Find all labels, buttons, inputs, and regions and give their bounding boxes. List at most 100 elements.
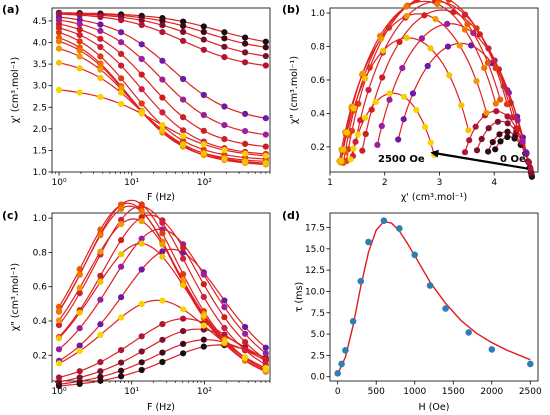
panel-c-data-point bbox=[180, 350, 187, 357]
panel-c-ytick-label: 0.8 bbox=[33, 248, 48, 258]
panel-c-data-point bbox=[159, 349, 166, 356]
panel-d-ytick-label: 0.0 bbox=[311, 373, 326, 383]
panel-a-data-point bbox=[55, 29, 63, 36]
panel-c-data-point bbox=[97, 368, 104, 375]
panel-b-data-point bbox=[385, 24, 393, 31]
panel-a-data-point bbox=[76, 26, 83, 33]
panel-c-data-point bbox=[262, 350, 269, 357]
panel-a-data-point bbox=[55, 59, 63, 66]
panel-c-data-point bbox=[55, 322, 63, 329]
panel-a-data-point bbox=[180, 37, 187, 45]
panel-a-data-point bbox=[200, 91, 207, 99]
panel-b-data-point bbox=[395, 136, 402, 143]
panel-c-fit-line-14 bbox=[58, 299, 267, 369]
panel-a-data-point bbox=[159, 121, 166, 129]
panel-a-ytick-label: 3.0 bbox=[33, 82, 48, 92]
panel-c-data-point bbox=[97, 359, 104, 366]
panel-a-data-point bbox=[138, 17, 145, 24]
panel-c-marks bbox=[55, 199, 269, 389]
panel-a-data-point bbox=[262, 131, 269, 138]
panel-c-data-point bbox=[242, 347, 249, 354]
panel-c-data-point bbox=[138, 359, 145, 366]
panel-b-data-point bbox=[400, 116, 407, 123]
panel-c-xtick-label: 10² bbox=[197, 387, 212, 397]
panel-c-data-point bbox=[200, 293, 207, 301]
panel-d-data-point bbox=[338, 360, 345, 368]
panel-a-data-point bbox=[242, 140, 249, 147]
panel-a-data-point bbox=[97, 66, 104, 73]
panel-c-data-point bbox=[180, 271, 187, 278]
panel-b-data-point bbox=[492, 146, 499, 153]
panel-c-data-point bbox=[118, 347, 125, 354]
panel-c-data-point bbox=[200, 312, 207, 319]
panel-b-data-point bbox=[362, 130, 369, 138]
panel-a-data-point bbox=[221, 136, 228, 143]
panel-b-data-point bbox=[509, 114, 516, 121]
panel-c-data-point bbox=[180, 277, 187, 284]
panel-d-data-point bbox=[527, 360, 534, 368]
panel-a-data-point bbox=[180, 132, 187, 139]
panel-a-data-point bbox=[159, 109, 166, 116]
panel-c-ytick-label: 0.4 bbox=[33, 317, 48, 327]
panel-c-data-point bbox=[97, 272, 104, 279]
panel-a: 10⁰ 10¹ 10² 1.0 1.5 2.0 2.5 3.0 3.5 4.0 4.5 F (Hz)… bbox=[10, 7, 271, 203]
panel-a-data-point bbox=[200, 111, 207, 119]
panel-d-ytick-label: 7.5 bbox=[311, 309, 325, 319]
panel-b-data-point bbox=[354, 131, 361, 138]
panel-d-xtick-label: 1500 bbox=[442, 387, 465, 397]
panel-c-data-point bbox=[76, 342, 83, 349]
panel-b-data-point bbox=[350, 105, 357, 112]
panel-b-data-point bbox=[434, 0, 441, 8]
panel-a-data-point bbox=[242, 34, 249, 41]
panel-d-xtick-label: 2000 bbox=[480, 387, 503, 397]
panel-d-data-point bbox=[426, 282, 434, 289]
panel-b-data-point bbox=[386, 96, 393, 103]
panel-c-data-point bbox=[118, 221, 125, 228]
panel-c-xtick-label: 10⁰ bbox=[52, 387, 67, 397]
panel-b-data-point bbox=[461, 11, 469, 18]
panel-a-data-point bbox=[97, 27, 104, 34]
panel-c-data-point bbox=[221, 314, 228, 321]
panel-c-data-point bbox=[55, 360, 63, 367]
panel-c-data-point bbox=[97, 232, 104, 239]
panel-b-data-point bbox=[473, 147, 481, 154]
panel-b-data-point bbox=[359, 70, 366, 77]
panel-a-data-point bbox=[221, 103, 228, 110]
panel-b-data-point bbox=[427, 139, 434, 146]
panel-b-data-point bbox=[372, 98, 379, 106]
panel-c-data-point bbox=[76, 271, 83, 278]
panel-a-data-point bbox=[76, 47, 83, 54]
panel-a-axes: 10⁰ 10¹ 10² 1.0 1.5 2.0 2.5 3.0 3.5 4.0 4.5 bbox=[33, 17, 271, 188]
panel-a-ylabel: χ' (cm³.mol⁻¹) bbox=[10, 57, 21, 123]
panel-a-data-point bbox=[138, 21, 145, 29]
panel-b-data-point bbox=[503, 101, 511, 108]
panel-a-data-point bbox=[76, 65, 83, 72]
panel-b-data-point bbox=[461, 149, 469, 156]
panel-a-data-point bbox=[159, 94, 166, 101]
panel-c-data-point bbox=[180, 328, 187, 335]
panel-b-data-point bbox=[357, 117, 364, 124]
panel-b-data-point bbox=[378, 122, 385, 130]
panel-c-data-point bbox=[118, 251, 125, 258]
panel-d-xtick-label: 500 bbox=[368, 387, 385, 397]
panel-b-data-point bbox=[472, 123, 479, 130]
panel-b-data-point bbox=[343, 129, 351, 136]
panel-b-data-point bbox=[473, 25, 480, 32]
panel-c-label: (c) bbox=[2, 209, 19, 222]
panel-b-data-point bbox=[478, 135, 485, 143]
panel-c-xtick-label: 10¹ bbox=[124, 387, 139, 397]
panel-b-ytick-label: 1.0 bbox=[311, 9, 326, 19]
panel-a-data-point bbox=[138, 55, 145, 63]
panel-b-data-point bbox=[483, 109, 490, 116]
panel-a-data-point bbox=[159, 127, 166, 134]
panel-b-axes: 1 2 3 4 0.2 0.4 0.6 0.8 1.0 bbox=[311, 9, 498, 188]
panel-c-data-point bbox=[159, 253, 166, 260]
panel-a-data-point bbox=[138, 86, 145, 93]
panel-c-data-point bbox=[97, 278, 104, 285]
panel-b-data-point bbox=[519, 137, 526, 145]
panel-b-ytick-label: 0.8 bbox=[311, 42, 326, 52]
panel-a-data-point bbox=[97, 74, 104, 82]
panel-c-data-point bbox=[97, 321, 104, 328]
panel-c-data-point bbox=[221, 297, 228, 304]
panel-d-ytick-label: 5.0 bbox=[311, 330, 326, 340]
